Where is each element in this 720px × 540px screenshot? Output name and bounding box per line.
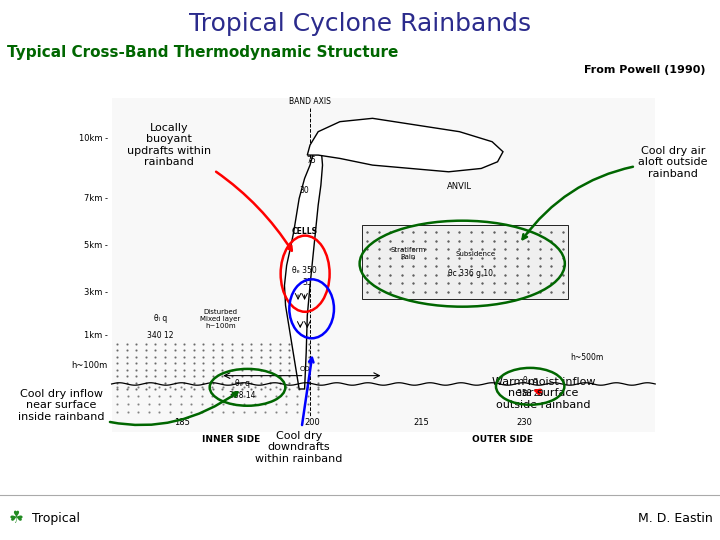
Text: Cool dry
downdrafts
within rainband: Cool dry downdrafts within rainband bbox=[255, 358, 343, 464]
Text: ☘: ☘ bbox=[9, 509, 24, 527]
Text: θₑ q: θₑ q bbox=[235, 380, 250, 388]
Polygon shape bbox=[361, 225, 568, 299]
Polygon shape bbox=[307, 118, 503, 172]
Text: 3km -: 3km - bbox=[84, 288, 108, 296]
Text: Subsidence: Subsidence bbox=[456, 251, 496, 256]
Text: θₗ q: θₗ q bbox=[154, 314, 167, 323]
Text: 200: 200 bbox=[305, 418, 320, 427]
Text: 338 14: 338 14 bbox=[229, 390, 256, 400]
Text: θₑ 350: θₑ 350 bbox=[292, 266, 317, 275]
Text: θc 336 g 10: θc 336 g 10 bbox=[448, 269, 493, 278]
Text: Disturbed
Mixed layer
h~100m: Disturbed Mixed layer h~100m bbox=[200, 309, 240, 329]
Text: INNER SIDE: INNER SIDE bbox=[202, 435, 261, 444]
Text: Warm moist inflow
near surface
outside rainband: Warm moist inflow near surface outside r… bbox=[492, 376, 595, 410]
Text: 10km -: 10km - bbox=[79, 134, 108, 143]
Text: h~500m: h~500m bbox=[571, 353, 604, 362]
Text: Cool dry inflow
near surface
inside rainband: Cool dry inflow near surface inside rain… bbox=[18, 389, 238, 425]
Text: 30: 30 bbox=[300, 186, 310, 195]
Text: h~100m: h~100m bbox=[72, 361, 108, 370]
Text: Tropical: Tropical bbox=[32, 511, 81, 525]
Text: BAND AXIS: BAND AXIS bbox=[289, 97, 331, 106]
Text: M. D. Eastin: M. D. Eastin bbox=[638, 511, 713, 525]
Text: 230: 230 bbox=[517, 418, 533, 427]
Text: Cool dry air
aloft outside
rainband: Cool dry air aloft outside rainband bbox=[523, 146, 708, 239]
Text: Tropical Cyclone Rainbands: Tropical Cyclone Rainbands bbox=[189, 12, 531, 36]
Text: Locally
buoyant
updrafts within
rainband: Locally buoyant updrafts within rainband bbox=[127, 123, 292, 251]
Text: 5km -: 5km - bbox=[84, 241, 108, 250]
Text: ANVIL: ANVIL bbox=[447, 183, 472, 191]
Text: θₑ q: θₑ q bbox=[523, 376, 538, 385]
Text: OD: OD bbox=[300, 366, 310, 372]
Text: CELLS: CELLS bbox=[292, 227, 318, 237]
Text: OUTER SIDE: OUTER SIDE bbox=[472, 435, 534, 444]
Text: 358 20: 358 20 bbox=[517, 388, 544, 397]
Text: 185: 185 bbox=[174, 418, 190, 427]
Text: 75: 75 bbox=[307, 156, 317, 165]
Text: Stratiform
Rain: Stratiform Rain bbox=[390, 247, 426, 260]
Text: Typical Cross-Band Thermodynamic Structure: Typical Cross-Band Thermodynamic Structu… bbox=[7, 45, 399, 60]
Text: 1km -: 1km - bbox=[84, 331, 108, 340]
Text: 340 12: 340 12 bbox=[148, 331, 174, 340]
Text: From Powell (1990): From Powell (1990) bbox=[584, 65, 706, 75]
Text: 215: 215 bbox=[413, 418, 429, 427]
FancyBboxPatch shape bbox=[112, 98, 655, 433]
Polygon shape bbox=[284, 138, 323, 389]
Text: 35: 35 bbox=[302, 278, 312, 287]
Text: 7km -: 7km - bbox=[84, 194, 108, 203]
